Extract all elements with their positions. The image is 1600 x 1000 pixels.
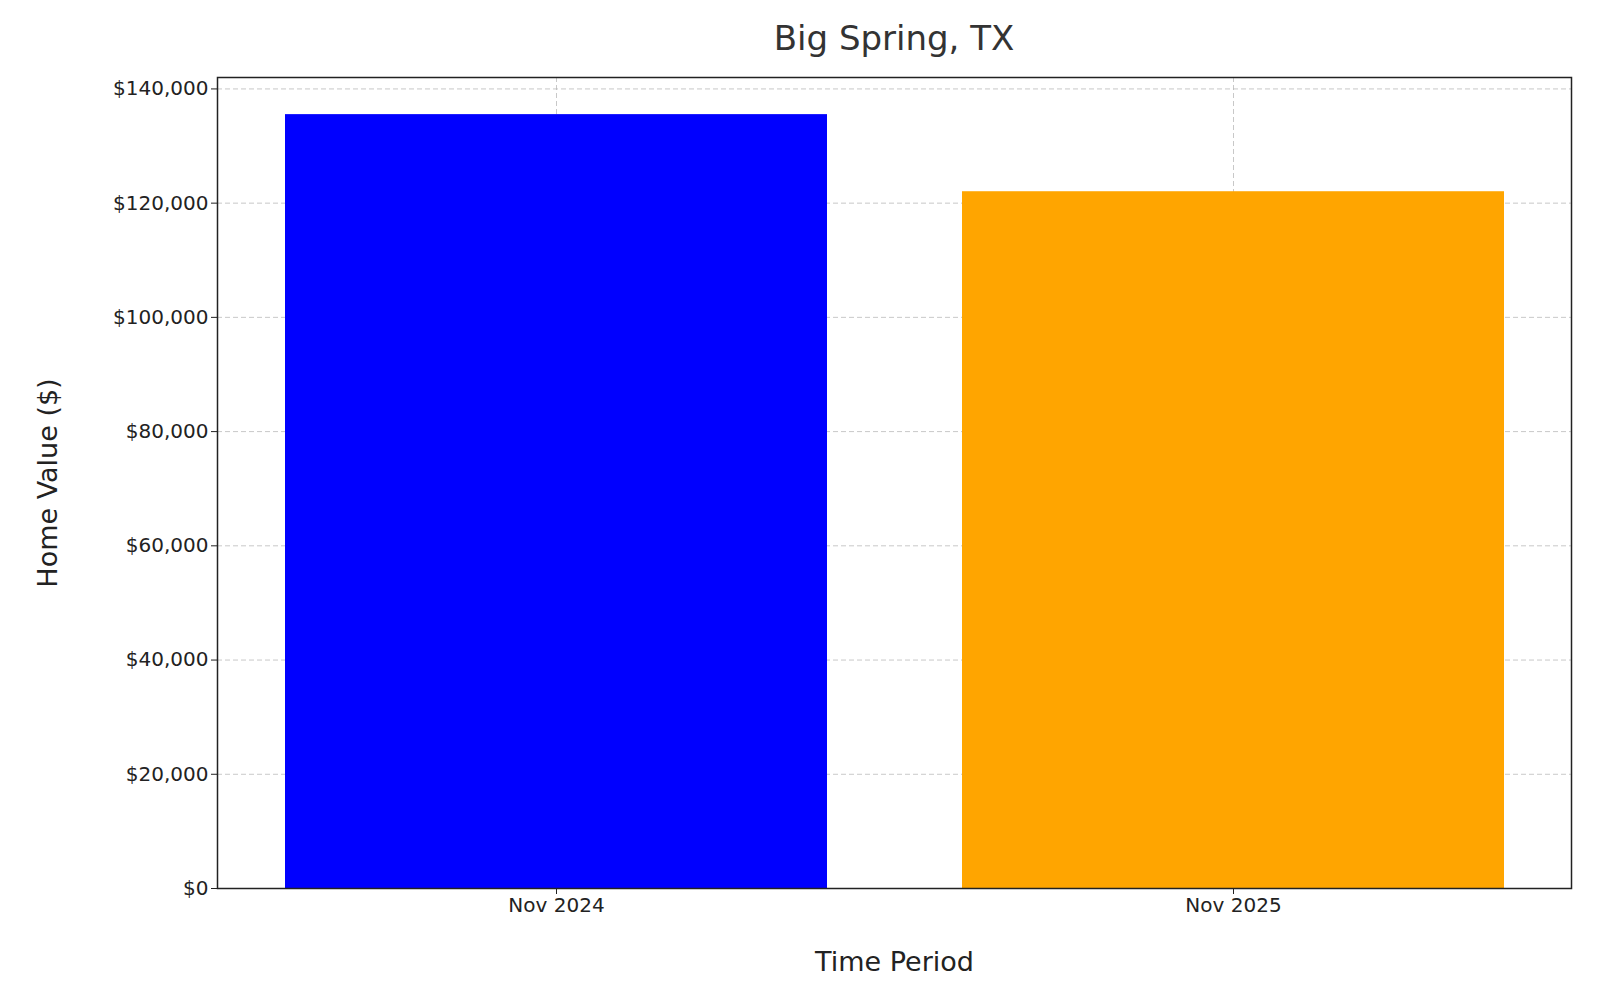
svg-text:Nov 2025: Nov 2025: [1185, 893, 1281, 917]
svg-text:$120,000: $120,000: [113, 191, 208, 215]
svg-text:Home Value ($): Home Value ($): [32, 378, 63, 587]
svg-text:$140,000: $140,000: [113, 76, 208, 100]
svg-text:$100,000: $100,000: [113, 305, 208, 329]
svg-text:$60,000: $60,000: [126, 533, 209, 557]
html-text:Big Spring, TX: Big Spring, TX: [773, 18, 1015, 58]
svg-text:$80,000: $80,000: [126, 419, 209, 443]
svg-text:Time Period: Time Period: [814, 946, 974, 977]
svg-text:Nov 2024: Nov 2024: [508, 893, 604, 917]
svg-text:$20,000: $20,000: [126, 762, 209, 786]
svg-text:$40,000: $40,000: [126, 647, 209, 671]
svg-text:$0: $0: [183, 876, 208, 900]
